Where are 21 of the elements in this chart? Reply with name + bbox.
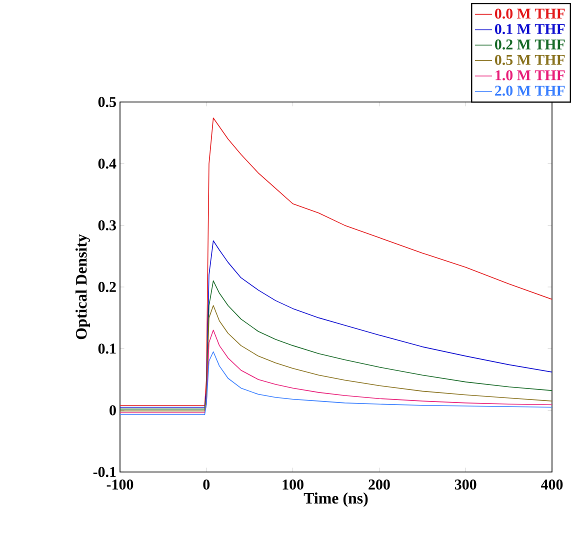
legend-label: 1.0 M THF <box>496 70 565 80</box>
y-tick-label: 0.5 <box>98 96 116 108</box>
legend-label: 0.5 M THF <box>495 54 565 65</box>
x-tick-label: -100 <box>106 480 134 490</box>
y-tick-label: 0.1 <box>98 344 116 354</box>
x-tick-label: 300 <box>454 480 476 490</box>
y-tick-label: 0.2 <box>98 282 116 292</box>
y-axis-title: Optical Density <box>75 234 90 340</box>
legend-label: 0.1 M THF <box>495 24 565 34</box>
legend-label: 0.0 M THF <box>495 8 565 19</box>
y-tick-label: 0 <box>110 405 116 416</box>
x-tick-label: 200 <box>368 480 390 490</box>
x-tick-label: 400 <box>541 480 563 490</box>
legend-label: 2.0 M THF <box>495 86 565 96</box>
y-tick-label: 0.3 <box>98 220 116 230</box>
x-tick-label: 0 <box>203 480 210 490</box>
x-axis-title: Time (ns) <box>304 492 368 507</box>
x-tick-label: 100 <box>282 480 304 490</box>
y-tick-label: 0.4 <box>98 158 116 169</box>
y-tick-label: -0.1 <box>93 466 116 478</box>
legend-label: 0.2 M THF <box>495 39 565 50</box>
